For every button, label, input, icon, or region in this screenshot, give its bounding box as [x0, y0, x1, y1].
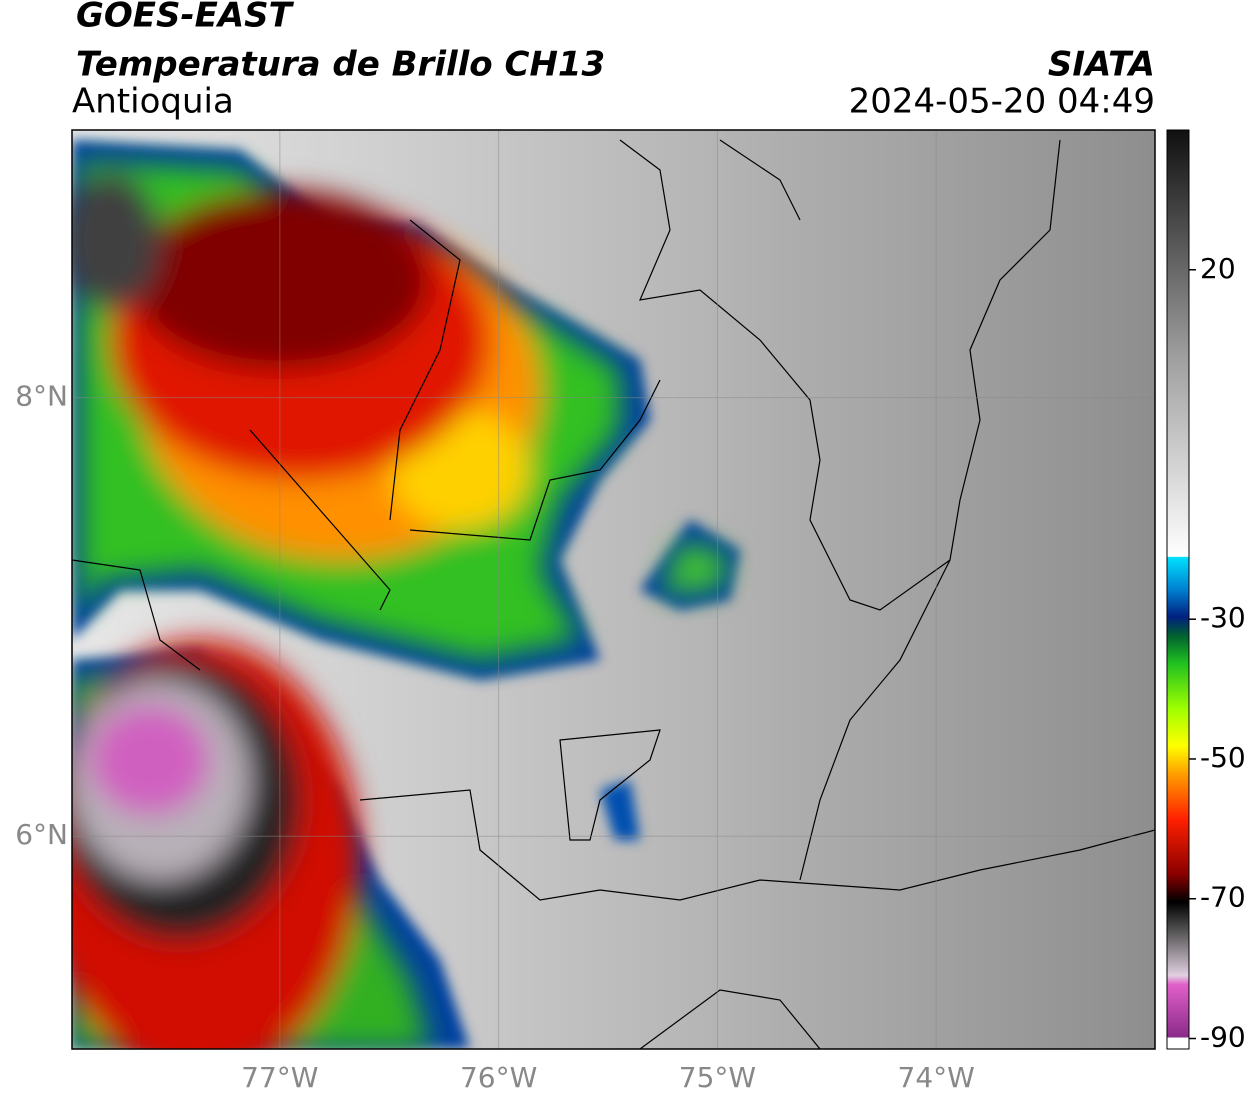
datetime: 2024-05-20 04:49: [849, 82, 1155, 122]
colorbar-tick-label: -50: [1200, 741, 1246, 774]
lon-tick-label: 77°W: [241, 1061, 318, 1094]
subtitle: Temperatura de Brillo CH13: [76, 45, 605, 85]
borders: [72, 139, 1155, 1049]
graticule: [72, 130, 1155, 1049]
colorbar: [1166, 129, 1190, 1050]
colorbar-tick-label: 20: [1200, 252, 1236, 285]
lon-tick-label: 76°W: [460, 1061, 537, 1094]
title: GOES-EAST: [76, 0, 295, 36]
map-frame: [71, 129, 1156, 1050]
satellite-image: [72, 130, 1155, 1049]
lon-tick-label: 74°W: [898, 1061, 975, 1094]
source: SIATA: [1048, 45, 1155, 85]
lat-tick-label: 8°N: [15, 380, 68, 413]
lat-tick-label: 6°N: [15, 818, 68, 851]
colorbar-tick-label: -90: [1200, 1021, 1246, 1054]
colorbar-tick-label: -70: [1200, 881, 1246, 914]
region: Antioquia: [72, 82, 234, 122]
colorbar-tick-label: -30: [1200, 601, 1246, 634]
lon-tick-label: 75°W: [679, 1061, 756, 1094]
